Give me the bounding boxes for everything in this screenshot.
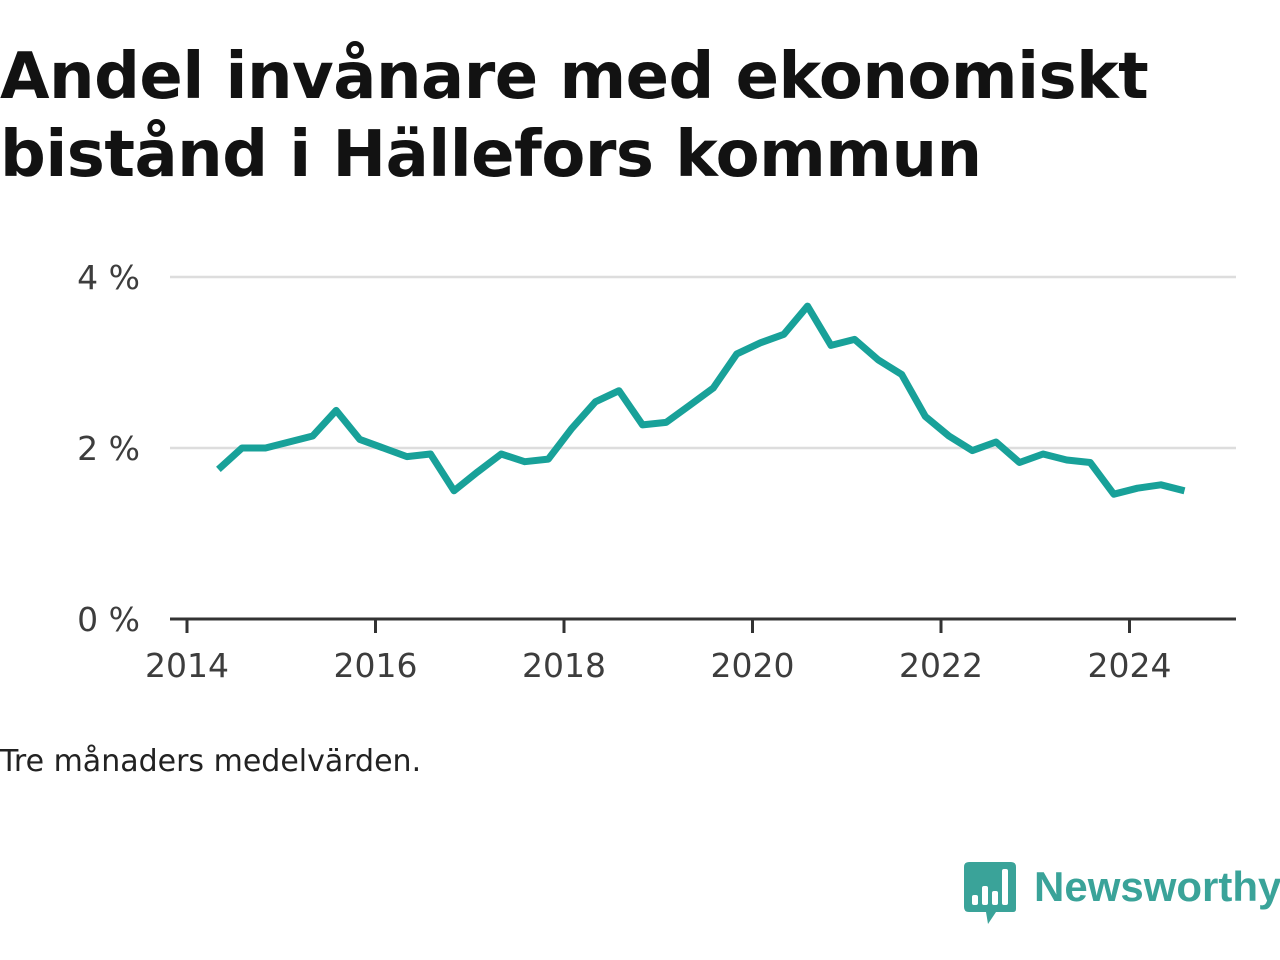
- series-line: [216, 302, 1186, 498]
- x-tick-label: 2022: [899, 646, 983, 685]
- y-tick-label: 2 %: [77, 429, 140, 468]
- chart-title: Andel invånare med ekonomiskt bistånd i …: [0, 40, 1149, 192]
- y-tick-label: 0 %: [77, 600, 140, 639]
- newsworthy-brand: Newsworthy: [964, 862, 1280, 926]
- x-tick-label: 2018: [522, 646, 606, 685]
- chart-note: Tre månaders medelvärden.: [0, 744, 422, 779]
- x-tick-label: 2014: [145, 646, 229, 685]
- x-tick-label: 2016: [334, 646, 418, 685]
- line-chart: 0 % 2 % 4 % 2014 2016 2018 2020 2022 2024: [77, 258, 1236, 685]
- y-tick-label: 4 %: [77, 258, 140, 297]
- brand-name: Newsworthy: [1034, 863, 1280, 910]
- x-tick-label: 2024: [1088, 646, 1172, 685]
- x-tick-label: 2020: [711, 646, 795, 685]
- bar-chart-speech-bubble-icon: [964, 862, 1016, 924]
